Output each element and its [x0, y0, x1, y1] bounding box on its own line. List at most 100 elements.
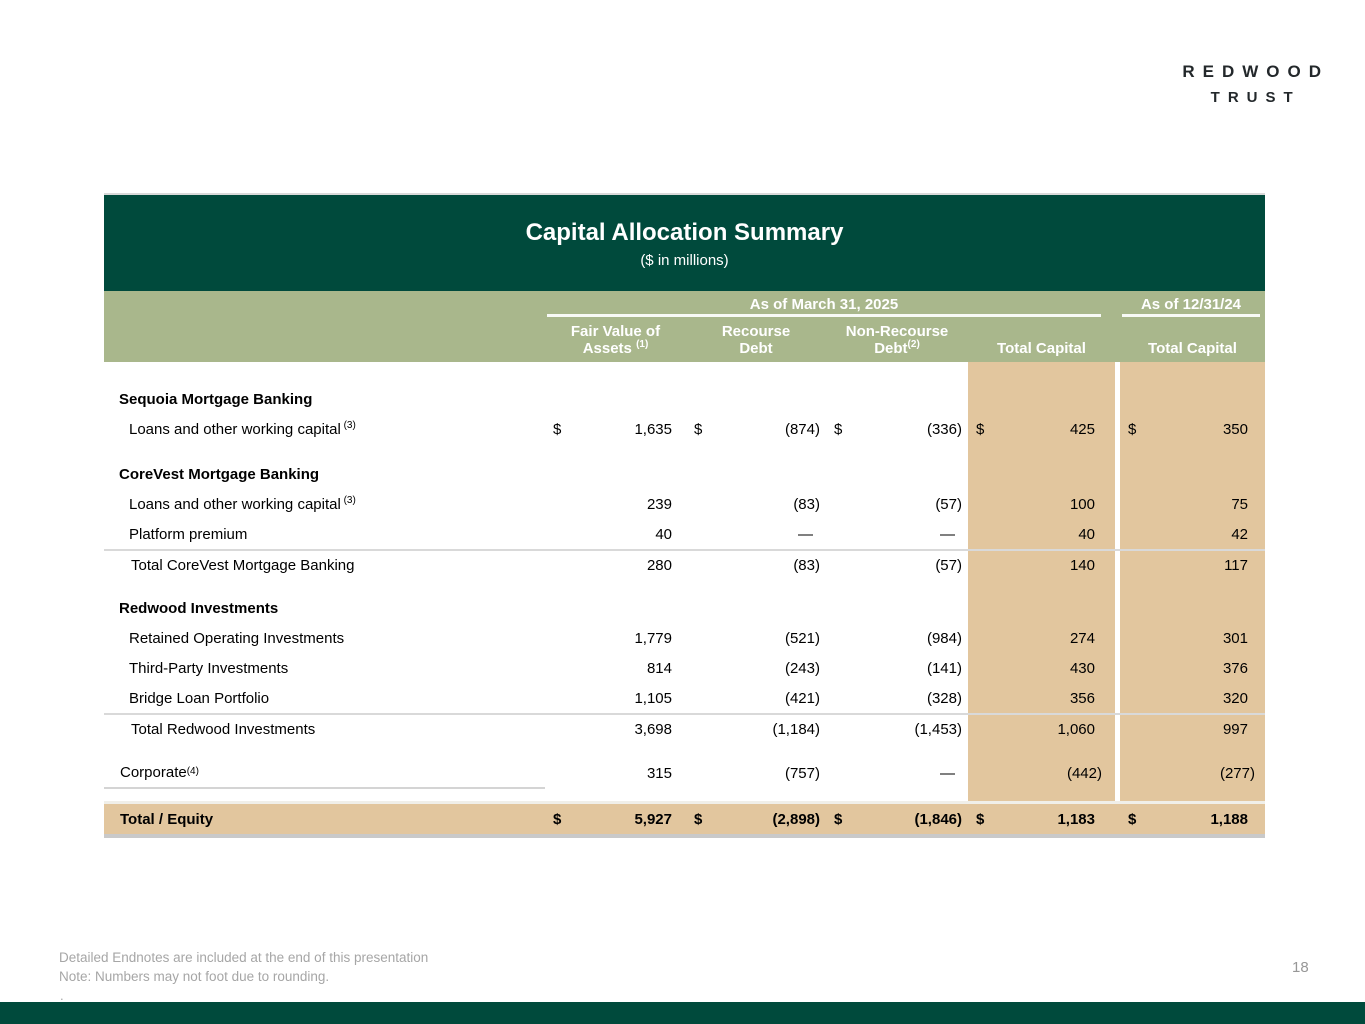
cell-value: 117	[1224, 556, 1248, 574]
cell-value: (757)	[784, 764, 820, 782]
highlight-column-total-capital-2024	[1120, 362, 1265, 838]
table-row: CoreVest Mortgage Banking	[104, 459, 1265, 489]
spacer-row	[104, 579, 1265, 593]
cell-value: 301	[1222, 629, 1248, 647]
table-row: Platform premium 40 — — 40 42	[104, 519, 1265, 549]
redwood-trust-logo: REDWOOD TRUST	[1182, 62, 1321, 106]
cell-value: 3,698	[634, 720, 672, 738]
row-label: Sequoia Mortgage Banking	[119, 390, 313, 408]
page-number: 18	[1292, 959, 1309, 976]
cell-value: (57)	[935, 556, 962, 574]
cell-value: 239	[646, 495, 672, 513]
row-label: Loans and other working capital (3)	[129, 494, 356, 513]
table-row: Total CoreVest Mortgage Banking 280 (83) (5…	[104, 549, 1265, 579]
table-body: Sequoia Mortgage Banking Loans and other …	[104, 362, 1265, 838]
row-label: Total CoreVest Mortgage Banking	[131, 556, 355, 574]
column-header-fair-value: Fair Value of Assets (1)	[570, 323, 661, 357]
cell-value: (83)	[793, 495, 820, 513]
spacer-row	[104, 362, 1265, 384]
cell-value: $ (1,846)	[834, 810, 962, 828]
cell-value: 1,060	[1057, 720, 1095, 738]
column-group-label: As of March 31, 2025	[749, 296, 899, 313]
column-header-total-capital-2025: Total Capital	[997, 340, 1086, 357]
cell-value: 814	[646, 659, 672, 677]
table-row: Total / Equity $5,927 $ (2,898) $ (1,846) $1,1…	[104, 801, 1265, 838]
spacer-row	[104, 444, 1265, 459]
cell-value: $1,183	[976, 810, 1095, 828]
cell-value: (328)	[926, 689, 962, 707]
group-underline	[1122, 314, 1260, 317]
table-header: Capital Allocation Summary ($ in million…	[104, 195, 1265, 291]
footnote-rounding: Note: Numbers may not foot due to roundi…	[59, 969, 330, 984]
table-row: Retained Operating Investments 1,779 (521)…	[104, 623, 1265, 653]
row-label: Loans and other working capital (3)	[129, 419, 356, 438]
cell-value: (277)	[1219, 764, 1255, 782]
cell-value: 280	[646, 556, 672, 574]
column-header-total-capital-2024: Total Capital	[1148, 340, 1237, 357]
cell-value: (83)	[793, 556, 820, 574]
stray-dot: .	[60, 988, 64, 1003]
cell-value: (243)	[784, 659, 820, 677]
table-row: Third-Party Investments 814 (243) (141) 430 3…	[104, 653, 1265, 683]
row-label: Third-Party Investments	[129, 659, 289, 677]
bottom-accent-bar	[0, 1002, 1365, 1024]
column-group-label: As of 12/31/24	[1140, 296, 1242, 313]
spacer-row	[104, 788, 1265, 801]
footnotes: Detailed Endnotes are included at the en…	[59, 948, 428, 986]
cell-value: 356	[1069, 689, 1095, 707]
row-label: Bridge Loan Portfolio	[129, 689, 270, 707]
footnote-endnotes: Detailed Endnotes are included at the en…	[59, 950, 429, 965]
cell-value: (521)	[784, 629, 820, 647]
column-header-band: As of March 31, 2025 As of 12/31/24 Fair…	[104, 291, 1265, 362]
cell-value: 315	[646, 764, 672, 782]
cell-value: 1,779	[634, 629, 672, 647]
cell-value: 75	[1231, 495, 1248, 513]
column-header-recourse-debt: Recourse Debt	[721, 323, 791, 357]
cell-value: 40	[1078, 525, 1095, 543]
logo-line-trust: TRUST	[1210, 89, 1301, 106]
cell-value: (984)	[926, 629, 962, 647]
cell-value: 42	[1231, 525, 1248, 543]
cell-value: 376	[1222, 659, 1248, 677]
cell-value: —	[940, 525, 955, 543]
group-underline	[547, 314, 1101, 317]
cell-value: 100	[1069, 495, 1095, 513]
table-row: Bridge Loan Portfolio 1,105 (421) (328) 356 3…	[104, 683, 1265, 713]
row-label: Total / Equity	[120, 810, 214, 828]
cell-value: $350	[1128, 420, 1248, 438]
capital-allocation-table: Capital Allocation Summary ($ in million…	[104, 193, 1265, 838]
cell-value: (421)	[784, 689, 820, 707]
cell-value: $ (2,898)	[694, 810, 820, 828]
table-row: Loans and other working capital (3) $1,63…	[104, 414, 1265, 444]
row-label: Total Redwood Investments	[131, 720, 316, 738]
table-row: Corporate (4) 315 (757) — (442) (277)	[104, 757, 1265, 789]
cell-value: (141)	[926, 659, 962, 677]
cell-value: 40	[655, 525, 672, 543]
cell-value: $1,635	[553, 420, 672, 438]
spacer-row	[104, 743, 1265, 758]
column-header-nonrecourse-debt: Non-Recourse Debt(2)	[845, 323, 949, 357]
column-group-dec-2024: As of 12/31/24	[1122, 291, 1260, 317]
cell-value: 274	[1069, 629, 1095, 647]
cell-value: $ (336)	[834, 420, 962, 438]
row-label: Platform premium	[129, 525, 248, 543]
table-subtitle: ($ in millions)	[640, 252, 729, 269]
cell-value: 1,105	[634, 689, 672, 707]
cell-value: $425	[976, 420, 1095, 438]
row-label: Corporate (4)	[104, 757, 545, 789]
cell-value: (442)	[1066, 764, 1102, 782]
cell-value: 430	[1069, 659, 1095, 677]
column-headers-row: Fair Value of Assets (1) Recourse Debt N…	[104, 323, 1265, 362]
table-title: Capital Allocation Summary	[525, 219, 844, 246]
row-label: CoreVest Mortgage Banking	[119, 465, 320, 483]
cell-value: (57)	[935, 495, 962, 513]
table-row: Total Redwood Investments 3,698 (1,184) (1,…	[104, 713, 1265, 743]
row-label: Retained Operating Investments	[129, 629, 345, 647]
cell-value: $5,927	[553, 810, 672, 828]
table-row: Sequoia Mortgage Banking	[104, 384, 1265, 414]
logo-line-redwood: REDWOOD	[1182, 62, 1329, 81]
row-label: Redwood Investments	[119, 599, 279, 617]
table-row: Loans and other working capital (3) 239 (8…	[104, 489, 1265, 519]
cell-value: 320	[1222, 689, 1248, 707]
